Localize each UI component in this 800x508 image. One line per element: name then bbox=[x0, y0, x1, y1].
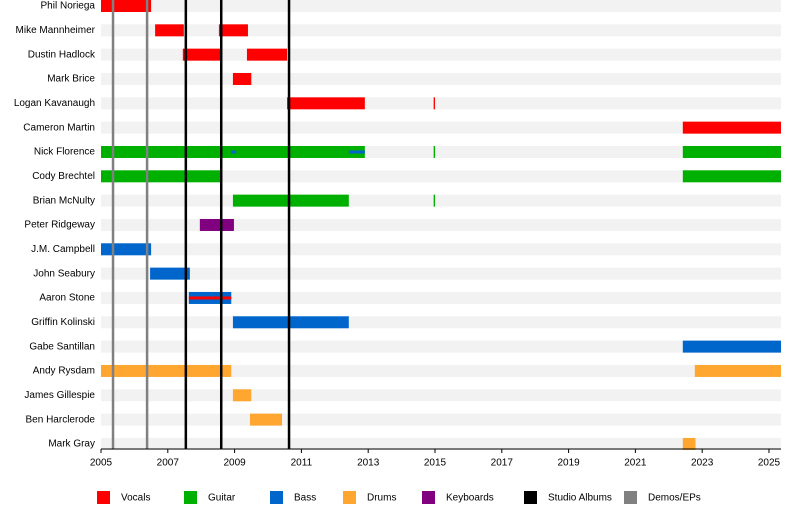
row-stripe bbox=[101, 316, 781, 329]
row-stripe bbox=[101, 413, 781, 426]
role-bar bbox=[101, 170, 222, 183]
role-bar bbox=[101, 364, 232, 377]
role-bar bbox=[232, 72, 252, 85]
x-tick-label: 2011 bbox=[291, 458, 313, 469]
legend-label: Vocals bbox=[121, 493, 150, 504]
role-overlay bbox=[231, 150, 237, 154]
role-bar bbox=[101, 243, 152, 256]
role-bar bbox=[232, 316, 349, 329]
role-bar bbox=[682, 121, 781, 134]
legend-swatch bbox=[184, 491, 197, 504]
row-label: Mike Mannheimer bbox=[16, 25, 96, 36]
row-stripe bbox=[101, 24, 781, 37]
row-label: Dustin Hadlock bbox=[28, 49, 96, 60]
row-label: Brian McNulty bbox=[33, 195, 95, 206]
row-label: Peter Ridgeway bbox=[24, 220, 95, 231]
row-stripe bbox=[101, 364, 781, 377]
role-bar bbox=[433, 145, 435, 158]
role-bar bbox=[199, 218, 234, 231]
row-stripe bbox=[101, 194, 781, 207]
row-stripe bbox=[101, 291, 781, 304]
role-bar bbox=[682, 340, 781, 353]
row-stripe bbox=[101, 389, 781, 402]
row-stripe bbox=[101, 72, 781, 85]
role-bar bbox=[232, 389, 252, 402]
legend-label: Keyboards bbox=[446, 493, 494, 504]
role-bar bbox=[287, 97, 365, 110]
row-label: Gabe Santillan bbox=[29, 341, 95, 352]
legend-swatch bbox=[270, 491, 283, 504]
role-bar bbox=[246, 48, 288, 61]
x-tick-label: 2005 bbox=[90, 458, 113, 469]
row-stripe bbox=[101, 97, 781, 110]
role-bar bbox=[682, 170, 781, 183]
legend-swatch bbox=[343, 491, 356, 504]
legend-label: Drums bbox=[367, 493, 396, 504]
row-label: Andy Rysdam bbox=[33, 366, 95, 377]
row-stripe bbox=[101, 121, 781, 134]
row-label: Cody Brechtel bbox=[32, 171, 95, 182]
legend-label: Guitar bbox=[208, 493, 236, 504]
role-bar bbox=[155, 24, 184, 37]
x-tick-label: 2013 bbox=[357, 458, 380, 469]
row-stripe bbox=[101, 267, 781, 280]
role-bar bbox=[150, 267, 190, 280]
x-tick-label: 2019 bbox=[557, 458, 580, 469]
role-bar bbox=[433, 97, 435, 110]
legend-label: Studio Albums bbox=[548, 493, 612, 504]
row-label: Aaron Stone bbox=[39, 293, 95, 304]
row-stripe bbox=[101, 170, 781, 183]
legend-swatch bbox=[524, 491, 537, 504]
row-stripe bbox=[101, 0, 781, 12]
legend-label: Demos/EPs bbox=[648, 493, 701, 504]
role-overlay bbox=[188, 296, 232, 300]
legend-swatch bbox=[97, 491, 110, 504]
role-bar bbox=[694, 364, 781, 377]
row-label: Phil Noriega bbox=[41, 1, 96, 12]
role-bar bbox=[218, 24, 248, 37]
role-bar bbox=[232, 194, 349, 207]
row-label: James Gillespie bbox=[24, 390, 95, 401]
row-stripe bbox=[101, 437, 781, 450]
row-label: Logan Kavanaugh bbox=[14, 98, 95, 109]
row-label: Griffin Kolinski bbox=[31, 317, 95, 328]
row-label: J.M. Campbell bbox=[31, 244, 95, 255]
legend-swatch bbox=[422, 491, 435, 504]
row-label: Mark Brice bbox=[47, 74, 95, 85]
role-overlay bbox=[348, 150, 365, 154]
x-tick-label: 2023 bbox=[691, 458, 714, 469]
role-bar bbox=[249, 413, 283, 426]
legend-label: Bass bbox=[294, 493, 316, 504]
row-stripe bbox=[101, 218, 781, 231]
x-tick-label: 2009 bbox=[223, 458, 246, 469]
x-tick-label: 2021 bbox=[624, 458, 647, 469]
row-label: John Seabury bbox=[33, 268, 95, 279]
row-label: Mark Gray bbox=[48, 439, 95, 450]
x-tick-label: 2025 bbox=[758, 458, 781, 469]
role-bar bbox=[182, 48, 222, 61]
row-stripe bbox=[101, 340, 781, 353]
row-label: Ben Harclerode bbox=[26, 414, 96, 425]
role-bar bbox=[433, 194, 435, 207]
legend-swatch bbox=[624, 491, 637, 504]
x-tick-label: 2015 bbox=[424, 458, 447, 469]
row-stripe bbox=[101, 243, 781, 256]
role-bar bbox=[101, 0, 152, 12]
row-label: Cameron Martin bbox=[23, 122, 95, 133]
role-bar bbox=[682, 145, 781, 158]
x-tick-label: 2007 bbox=[157, 458, 180, 469]
x-tick-label: 2017 bbox=[491, 458, 514, 469]
role-bar bbox=[682, 437, 696, 450]
row-label: Nick Florence bbox=[34, 147, 96, 158]
